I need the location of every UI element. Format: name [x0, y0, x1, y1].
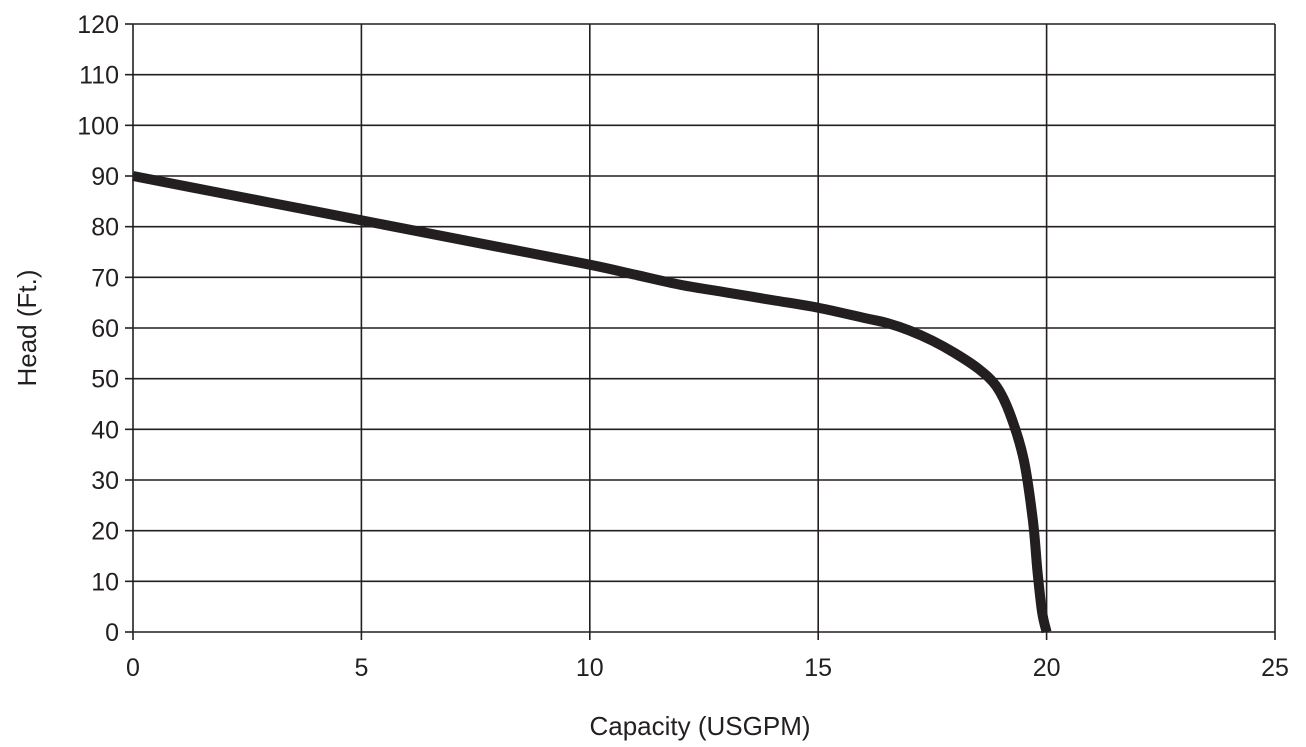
y-tick-label-40: 40: [91, 416, 119, 444]
x-tick-label-15: 15: [804, 654, 832, 682]
x-tick-label-10: 10: [576, 654, 604, 682]
y-tick-label-110: 110: [79, 62, 119, 90]
x-tick-label-0: 0: [126, 654, 140, 682]
x-axis-title: Capacity (USGPM): [589, 711, 810, 741]
x-tick-label-25: 25: [1261, 654, 1289, 682]
ticks-layer: 0 10 20 30 40 50 60 70 80 90 100 110 120 0 5 10 15 20 25: [77, 11, 1289, 682]
y-axis-title: Head (Ft.): [12, 269, 42, 386]
y-tick-label-60: 60: [91, 315, 119, 343]
pump-curve-line-0: [132, 171, 1052, 634]
y-tick-label-90: 90: [91, 163, 119, 191]
y-tick-label-10: 10: [91, 568, 119, 596]
y-tick-label-50: 50: [91, 366, 119, 394]
y-tick-label-100: 100: [77, 112, 119, 140]
x-tick-label-20: 20: [1033, 654, 1061, 682]
y-tick-label-20: 20: [91, 518, 119, 546]
y-tick-label-80: 80: [91, 214, 119, 242]
y-tick-label-30: 30: [91, 467, 119, 495]
y-tick-label-120: 120: [77, 11, 119, 39]
y-tick-label-0: 0: [105, 619, 119, 647]
y-tick-label-70: 70: [91, 264, 119, 292]
series-layer: [132, 171, 1052, 634]
grid-layer: [133, 23, 1276, 632]
x-tick-label-5: 5: [354, 654, 368, 682]
